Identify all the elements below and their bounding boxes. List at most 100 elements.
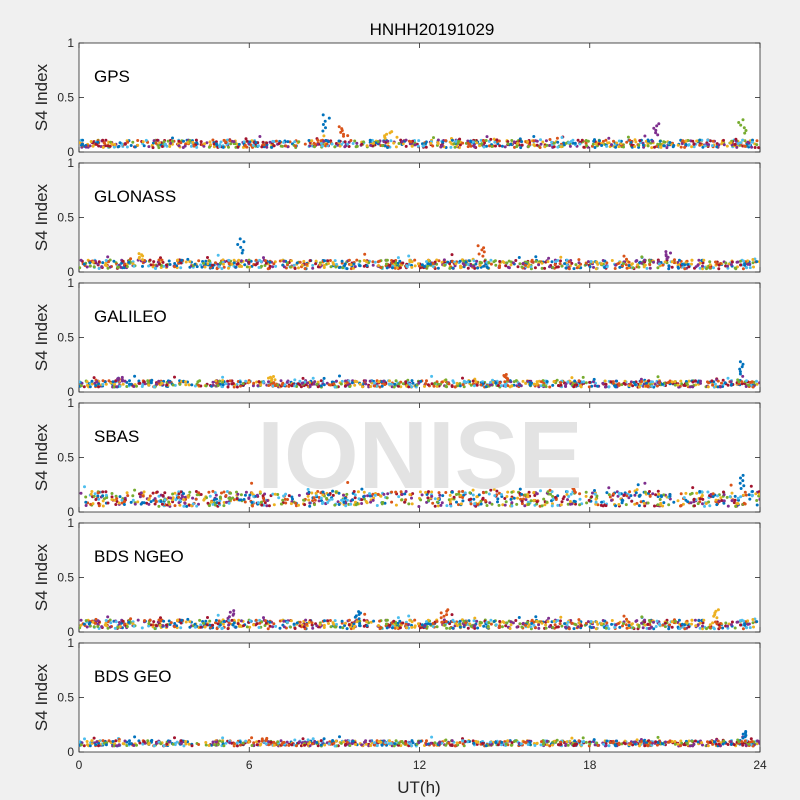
data-points: [79, 237, 760, 271]
data-point: [178, 382, 182, 386]
data-point: [287, 494, 291, 498]
data-point: [680, 262, 684, 266]
data-point: [532, 382, 536, 386]
data-point: [726, 376, 730, 380]
data-point: [425, 260, 428, 264]
data-point: [695, 491, 699, 495]
data-point: [326, 259, 330, 263]
data-point: [84, 500, 88, 504]
data-point: [487, 492, 491, 496]
data-point: [179, 266, 183, 270]
data-point: [739, 487, 743, 490]
data-point: [95, 380, 99, 384]
data-point: [97, 501, 101, 505]
data-point: [591, 380, 595, 384]
data-point: [485, 504, 489, 507]
data-point: [498, 144, 502, 148]
data-point: [168, 145, 172, 148]
data-point: [194, 490, 198, 493]
data-point: [184, 260, 188, 264]
data-point: [239, 245, 243, 249]
data-point: [362, 497, 366, 501]
data-point: [112, 145, 116, 149]
data-point: [426, 496, 430, 500]
data-point: [729, 141, 733, 145]
data-point: [717, 267, 721, 271]
data-point: [144, 138, 148, 142]
data-point: [677, 618, 681, 622]
data-point: [247, 496, 251, 500]
data-point: [738, 367, 742, 371]
data-point: [472, 264, 476, 268]
data-point: [482, 624, 486, 628]
data-point: [395, 135, 399, 139]
data-point: [188, 490, 192, 494]
data-point: [211, 138, 215, 142]
data-point: [473, 145, 477, 149]
data-point: [492, 619, 496, 623]
data-point: [475, 383, 479, 387]
data-point: [122, 503, 126, 506]
data-point: [355, 258, 359, 262]
data-point: [741, 118, 745, 122]
data-point: [596, 262, 600, 266]
data-point: [424, 145, 428, 149]
data-point: [171, 139, 175, 143]
data-point: [615, 490, 619, 494]
data-point: [478, 144, 482, 148]
data-point: [560, 624, 564, 628]
data-point: [741, 479, 745, 483]
data-point: [171, 136, 174, 140]
data-point: [358, 382, 362, 386]
data-point: [333, 619, 337, 623]
data-point: [365, 264, 369, 268]
data-point: [221, 626, 225, 630]
data-point: [577, 621, 581, 625]
data-point: [101, 499, 105, 503]
data-point: [617, 503, 621, 506]
data-point: [687, 739, 691, 743]
data-point: [101, 490, 105, 494]
data-point: [548, 138, 552, 141]
data-point: [646, 622, 650, 626]
data-point: [633, 493, 637, 497]
data-point: [347, 145, 351, 148]
data-point: [129, 382, 133, 386]
data-point: [584, 621, 588, 625]
data-point: [532, 139, 536, 143]
data-point: [108, 265, 112, 269]
data-point: [189, 144, 193, 148]
data-point: [271, 492, 275, 496]
data-point: [469, 502, 473, 506]
data-point: [297, 140, 301, 144]
data-point: [316, 385, 320, 389]
data-point: [127, 260, 131, 264]
data-point: [545, 143, 549, 147]
data-point: [202, 144, 206, 148]
data-point: [565, 490, 569, 494]
data-point: [564, 385, 568, 388]
data-point: [230, 618, 234, 622]
data-point: [578, 492, 582, 496]
data-point: [656, 375, 660, 379]
data-point: [658, 623, 662, 627]
data-point: [485, 135, 489, 139]
data-point: [140, 626, 144, 630]
data-point: [637, 504, 641, 508]
data-point: [506, 384, 510, 388]
data-point: [352, 622, 356, 626]
data-point: [509, 623, 513, 627]
data-point: [203, 265, 207, 269]
data-point: [306, 487, 310, 491]
data-point: [239, 619, 243, 623]
data-point: [221, 262, 225, 266]
data-point: [346, 383, 350, 387]
data-point: [490, 145, 494, 148]
data-point: [482, 139, 486, 143]
data-point: [605, 265, 609, 269]
data-point: [489, 137, 493, 141]
data-point: [471, 140, 475, 144]
data-point: [590, 626, 594, 630]
data-point: [248, 625, 252, 629]
